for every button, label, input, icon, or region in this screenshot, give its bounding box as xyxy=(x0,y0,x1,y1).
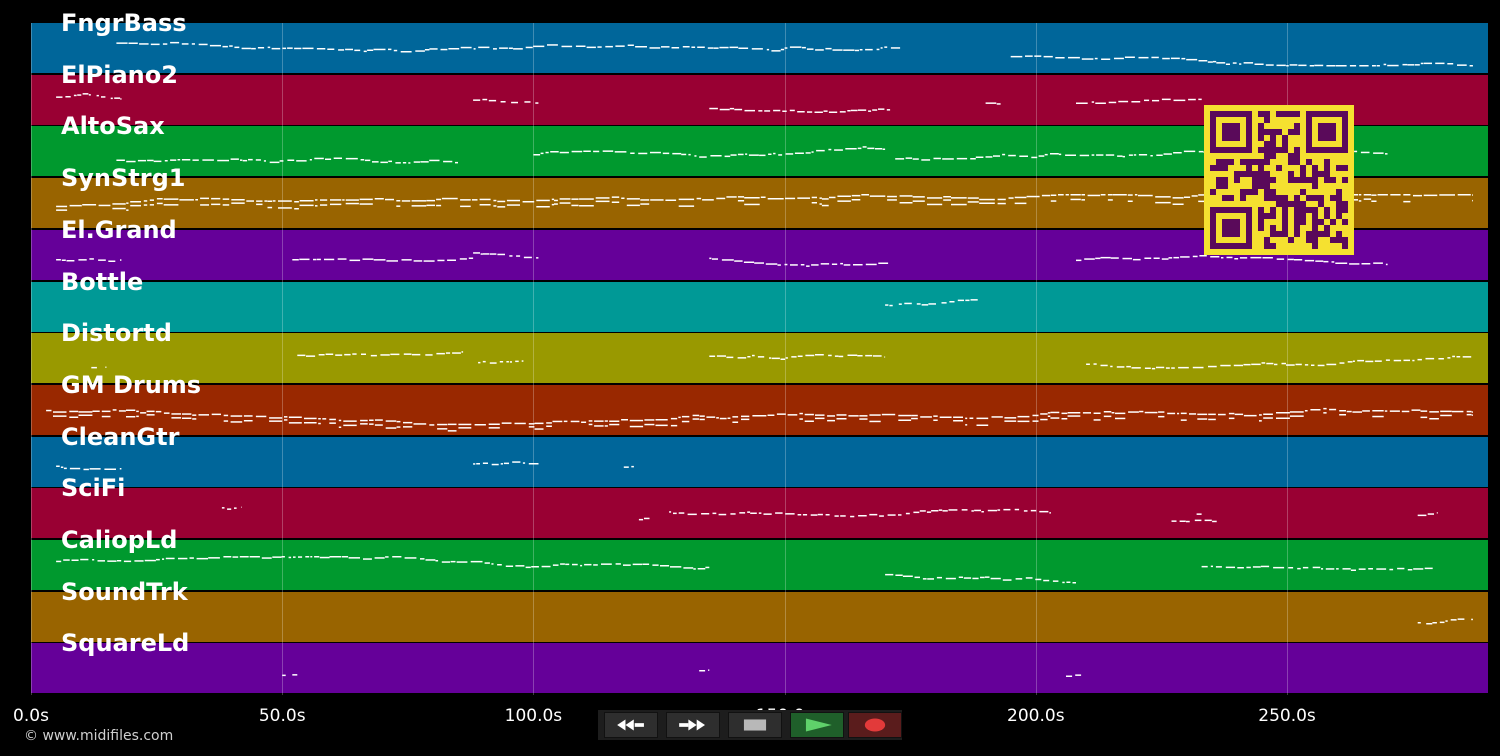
note-trace xyxy=(282,669,1082,678)
track-label: CaliopLd xyxy=(61,526,178,554)
note-trace xyxy=(1417,618,1473,625)
track-distortd[interactable]: Distortd xyxy=(31,319,1488,384)
track-cleangtr[interactable]: CleanGtr xyxy=(31,423,1488,487)
track-label: GM Drums xyxy=(61,370,202,399)
time-tick-label: 250.0s xyxy=(1258,706,1316,726)
track-label: SynStrg1 xyxy=(61,164,186,193)
track-scifi[interactable]: SciFi xyxy=(31,474,1488,539)
note-trace xyxy=(56,556,1433,584)
time-tick-label: 200.0s xyxy=(1007,706,1065,726)
play-icon xyxy=(805,718,832,732)
note-trace xyxy=(91,351,1472,370)
note-trace xyxy=(221,506,1438,523)
track-label: FngrBass xyxy=(61,9,187,37)
track-label: SciFi xyxy=(61,474,126,503)
track-bottle[interactable]: Bottle xyxy=(31,268,1488,332)
track-label: SquareLd xyxy=(61,629,190,658)
piano-roll[interactable]: FngrBass ElPiano2 AltoSax SynStrg1 El.Grand B… xyxy=(31,9,1488,695)
stop-button[interactable] xyxy=(728,712,782,738)
track-label: ElPiano2 xyxy=(61,60,178,89)
track-label: Bottle xyxy=(61,267,144,296)
time-tick-label: 50.0s xyxy=(258,706,306,726)
track-fngrbass[interactable]: FngrBass xyxy=(31,9,1488,73)
time-tick-label: 0.0s xyxy=(13,706,49,726)
track-caliopld[interactable]: CaliopLd xyxy=(31,526,1488,590)
fast-forward-button[interactable] xyxy=(666,712,720,738)
track-squareld[interactable]: SquareLd xyxy=(31,629,1488,694)
track-soundtrk[interactable]: SoundTrk xyxy=(31,578,1488,642)
play-button[interactable] xyxy=(790,712,844,738)
qr-code-icon[interactable] xyxy=(1204,105,1354,255)
rewind-icon xyxy=(617,719,644,731)
track-label: El.Grand xyxy=(61,215,177,244)
track-label: Distortd xyxy=(61,319,172,348)
note-trace xyxy=(46,407,1473,432)
fast-forward-icon xyxy=(679,719,705,731)
note-trace xyxy=(56,92,1202,113)
note-trace xyxy=(885,298,978,306)
track-gm-drums[interactable]: GM Drums xyxy=(31,371,1488,435)
track-label: CleanGtr xyxy=(61,422,180,451)
rewind-button[interactable] xyxy=(604,712,658,738)
record-button[interactable] xyxy=(848,712,902,738)
transport-controls xyxy=(598,710,902,740)
track-label: AltoSax xyxy=(61,112,165,141)
record-icon xyxy=(864,718,886,732)
note-trace xyxy=(116,41,1473,67)
stop-icon xyxy=(743,719,767,731)
track-label: SoundTrk xyxy=(61,577,188,606)
note-trace xyxy=(56,460,634,470)
copyright-text: © www.midifiles.com xyxy=(24,728,174,744)
note-trace xyxy=(56,251,1388,267)
time-tick-label: 100.0s xyxy=(504,706,563,726)
